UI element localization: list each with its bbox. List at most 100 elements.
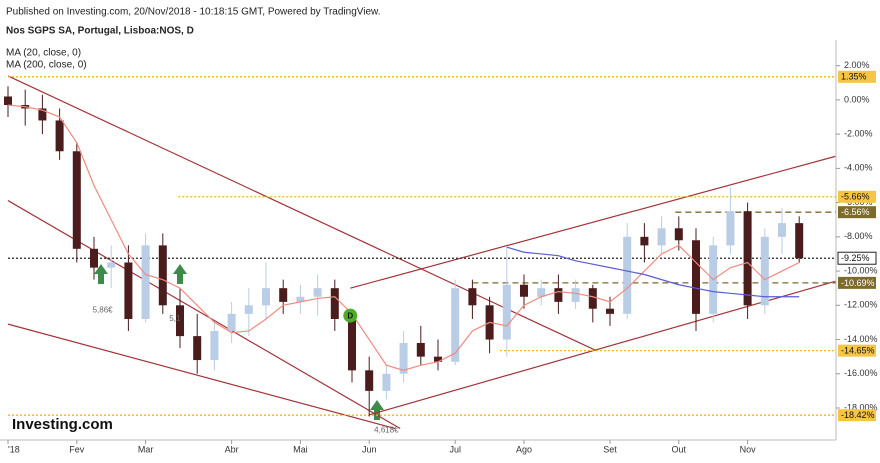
candle-body — [760, 236, 769, 306]
x-tick-label: Out — [672, 444, 687, 454]
candle-body — [90, 248, 98, 268]
ma-line — [7, 104, 800, 371]
candle-body — [451, 288, 460, 362]
y-tick-label: -16.00% — [844, 368, 878, 378]
level-label: -5.66% — [841, 192, 870, 202]
candle-body — [4, 96, 12, 106]
candle-body — [726, 211, 735, 246]
level-label: -18.42% — [841, 410, 875, 420]
trendline — [7, 323, 396, 430]
y-tick-label: -2.00% — [844, 129, 873, 139]
candle-body — [640, 236, 649, 246]
ma-line — [506, 246, 800, 298]
y-tick-label: -10.00% — [844, 265, 878, 275]
candle-body — [38, 108, 47, 121]
published-note: Published on Investing.com, 20/Nov/2018 … — [6, 7, 380, 18]
candle-body — [107, 262, 116, 268]
candle-body — [795, 223, 804, 259]
candle-body — [279, 288, 288, 302]
level-box — [838, 70, 876, 83]
candle-body — [141, 245, 150, 319]
level-label: -10.69% — [841, 278, 875, 288]
level-box — [838, 206, 876, 219]
candle-body — [468, 288, 477, 306]
level-box — [838, 276, 876, 289]
x-tick-label: Jul — [449, 444, 461, 454]
level-box — [838, 409, 876, 422]
x-tick-label: Mai — [293, 444, 308, 454]
candle-body — [778, 223, 786, 237]
candle-body — [606, 308, 614, 314]
level-box — [837, 251, 877, 265]
candle-body — [72, 151, 81, 249]
x-tick-label: Fev — [69, 444, 85, 454]
x-tick-label: Abr — [225, 444, 239, 454]
candle-body — [399, 342, 408, 374]
annotation: 5,86€ — [93, 306, 114, 315]
candle-body — [382, 373, 391, 391]
x-tick-label: Jun — [362, 444, 377, 454]
candle-body — [588, 288, 597, 309]
legend-entry: MA (200, close, 0) — [6, 60, 87, 71]
candle-body — [244, 305, 253, 314]
arrow-up — [370, 400, 384, 420]
candle-body — [743, 211, 752, 306]
candle-body — [434, 356, 442, 362]
trendline — [369, 280, 836, 416]
level-label: -14.65% — [841, 346, 875, 356]
level-box — [838, 190, 876, 203]
candle-body — [210, 330, 219, 361]
y-tick-label: 2.00% — [844, 60, 870, 70]
candle-body — [124, 262, 133, 319]
candle-body — [348, 318, 356, 371]
y-tick-label: -4.00% — [844, 163, 873, 173]
candle-body — [416, 342, 425, 357]
arrow-up — [94, 264, 108, 284]
x-tick-label: Ago — [516, 444, 532, 454]
x-tick-label: Mar — [138, 444, 154, 454]
x-tick-label: '18 — [8, 444, 20, 454]
annotation: 4,618€ — [374, 425, 399, 434]
candle-body — [692, 240, 700, 314]
y-tick-label: 0.00% — [844, 94, 870, 104]
arrow-up — [173, 264, 187, 284]
candle-body — [313, 288, 322, 297]
marker — [343, 308, 358, 323]
level-label: -9.25% — [841, 253, 870, 263]
candle-body — [262, 288, 270, 306]
candle-body — [571, 288, 580, 302]
y-tick-label: -12.00% — [844, 300, 878, 310]
candle-body — [227, 313, 236, 331]
marker-label: D — [347, 312, 353, 321]
candle-body — [296, 296, 305, 302]
level-label: -6.56% — [841, 207, 870, 217]
candle-body — [520, 284, 528, 297]
candle-body — [554, 288, 563, 302]
candle-body — [158, 245, 167, 306]
x-tick-label: Nov — [740, 444, 757, 454]
y-tick-label: -18.00% — [844, 402, 878, 412]
y-tick-label: -14.00% — [844, 334, 878, 344]
level-box — [838, 344, 876, 357]
level-label: 1.35% — [841, 72, 867, 82]
candle-body — [365, 370, 374, 391]
trendline — [350, 155, 836, 289]
candle-body — [502, 284, 511, 340]
y-tick-label: -8.00% — [844, 231, 873, 241]
candle-body — [55, 120, 64, 152]
candle-body — [176, 305, 184, 337]
candle-body — [674, 228, 683, 241]
legend-entry: MA (20, close, 0) — [6, 48, 81, 59]
candle-body — [657, 228, 666, 246]
trendline — [7, 75, 595, 351]
candle-body — [330, 288, 339, 319]
candle-body — [537, 288, 546, 297]
chart-title: Nos SGPS SA, Portugal, Lisboa:NOS, D — [6, 26, 194, 37]
candle-body — [623, 236, 632, 314]
annotation: 5,1 — [169, 314, 181, 323]
x-tick-label: Set — [603, 444, 617, 454]
logo: Investing.com — [12, 416, 113, 433]
candle-body — [193, 336, 202, 361]
